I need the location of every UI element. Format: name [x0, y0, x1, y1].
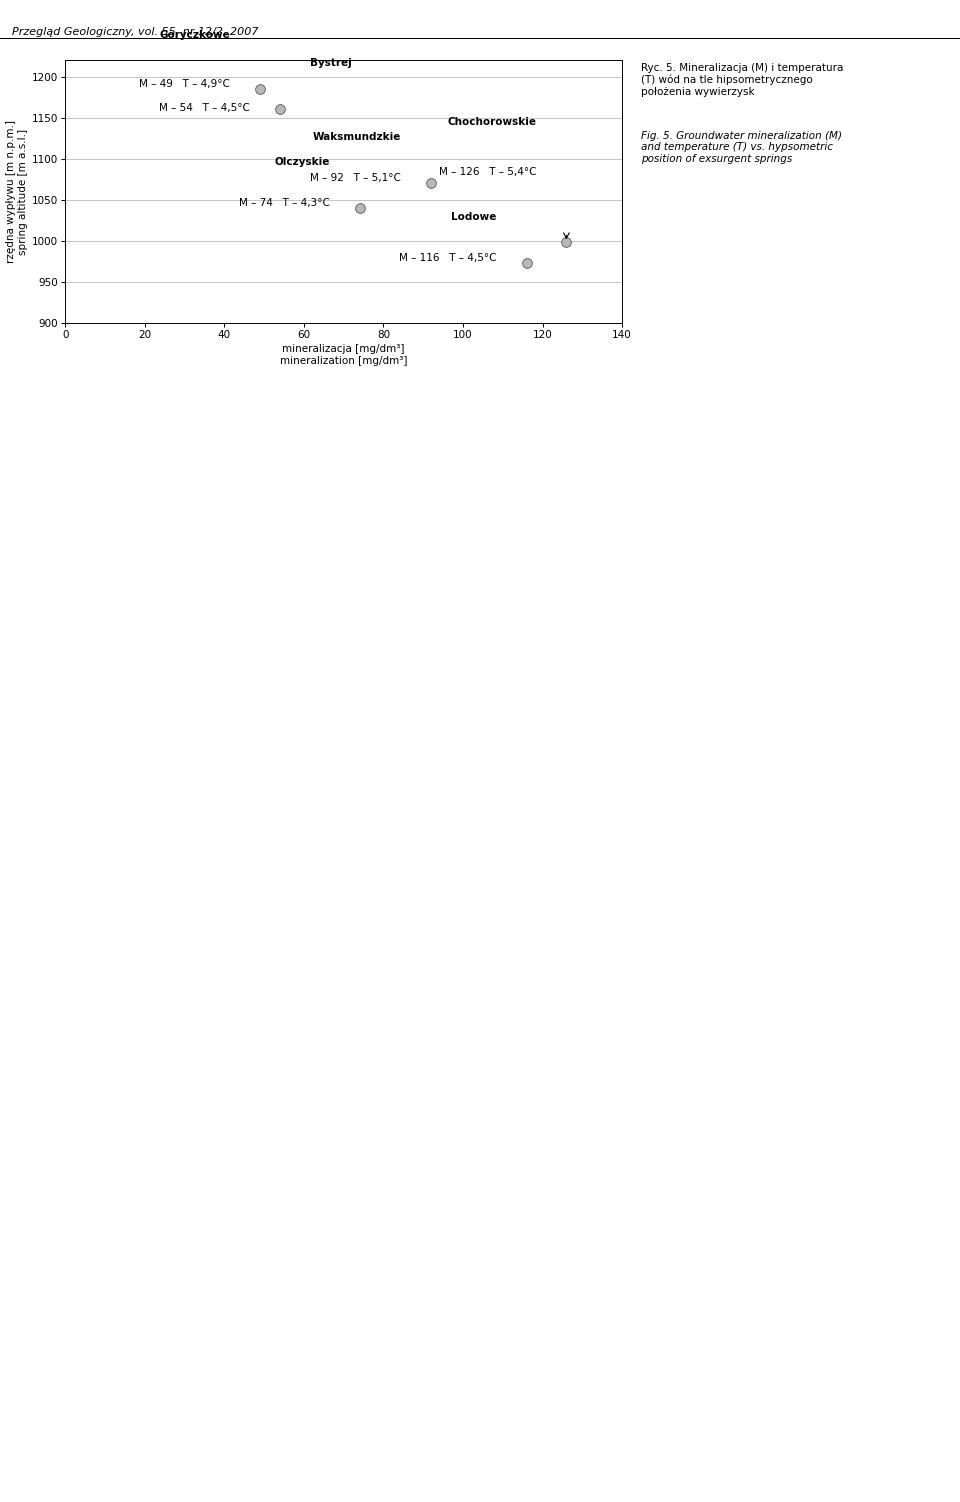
Text: Goryczkowe: Goryczkowe — [159, 30, 230, 39]
Text: M – 74   T – 4,3°C: M – 74 T – 4,3°C — [239, 198, 330, 207]
Text: Przegląd Geologiczny, vol. 55, nr 12/2, 2007: Przegląd Geologiczny, vol. 55, nr 12/2, … — [12, 27, 258, 38]
X-axis label: mineralizacja [mg/dm³]
mineralization [mg/dm³]: mineralizacja [mg/dm³] mineralization [m… — [280, 344, 407, 365]
Text: M – 54   T – 4,5°C: M – 54 T – 4,5°C — [159, 104, 251, 114]
Text: Bystrej: Bystrej — [310, 59, 351, 68]
Text: M – 49   T – 4,9°C: M – 49 T – 4,9°C — [139, 78, 230, 89]
Text: Olczyskie: Olczyskie — [275, 156, 330, 167]
Text: Fig. 5. Groundwater mineralization (M)
and temperature (T) vs. hypsometric
posit: Fig. 5. Groundwater mineralization (M) a… — [641, 131, 842, 164]
Text: Lodowe: Lodowe — [451, 212, 497, 222]
Text: M – 92   T – 5,1°C: M – 92 T – 5,1°C — [310, 173, 401, 183]
Text: Chochorowskie: Chochorowskie — [447, 117, 537, 128]
Text: Ryc. 5. Mineralizacja (M) i temperatura
(T) wód na tle hipsometrycznego
położeni: Ryc. 5. Mineralizacja (M) i temperatura … — [641, 63, 844, 98]
Text: Waksmundzkie: Waksmundzkie — [313, 132, 401, 143]
Y-axis label: rzędna wypływu [m n.p.m.]
spring altitude [m a.s.l.]: rzędna wypływu [m n.p.m.] spring altitud… — [6, 120, 28, 263]
Text: M – 126   T – 5,4°C: M – 126 T – 5,4°C — [439, 167, 537, 177]
Text: M – 116   T – 4,5°C: M – 116 T – 4,5°C — [399, 252, 497, 263]
